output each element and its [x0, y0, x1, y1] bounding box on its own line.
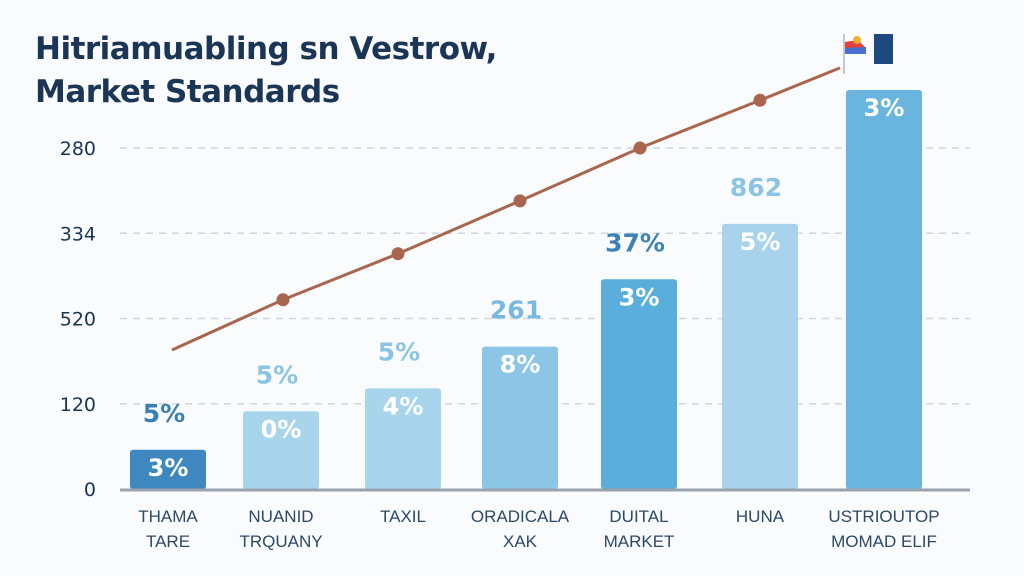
trend-line-point: [276, 293, 290, 307]
bar-inside-label: 4%: [383, 392, 424, 420]
bar-above-label: 5%: [378, 337, 420, 366]
bar: [243, 411, 319, 489]
x-category-label: TARE: [146, 532, 190, 551]
trend-line-point: [753, 93, 767, 107]
trend-line-point: [391, 247, 405, 261]
bar-above-label: 862: [730, 173, 782, 202]
bar-above-label: 37%: [605, 228, 665, 257]
x-category-label: THAMA: [138, 507, 198, 526]
bar: [365, 388, 441, 489]
x-category-label: DUITAL: [609, 507, 668, 526]
bar: [846, 90, 922, 489]
y-tick-label: 0: [84, 479, 96, 501]
y-tick-label: 334: [60, 223, 96, 245]
bar: [130, 449, 206, 489]
bar-inside-label: 8%: [500, 351, 541, 379]
y-tick-label: 520: [60, 309, 96, 331]
x-category-label: MARKET: [604, 532, 675, 551]
chart-title-line-1: Hitriamuabling sn Vestrow,: [35, 31, 497, 67]
trend-line-point: [513, 194, 527, 208]
bar-inside-label: 3%: [864, 94, 905, 122]
x-category-label: TAXIL: [380, 507, 426, 526]
flag-icon: [843, 34, 893, 74]
x-category-label: NUANID: [248, 507, 313, 526]
chart-title: Hitriamuabling sn Vestrow, Market Standa…: [35, 28, 497, 114]
bar: [601, 279, 677, 489]
x-category-label: MOMAD ELIF: [831, 532, 937, 551]
x-category-label: XAK: [503, 532, 538, 551]
y-tick-label: 120: [60, 394, 96, 416]
x-category-label: TRQUANY: [239, 532, 322, 551]
bar: [722, 223, 798, 489]
bar-inside-label: 5%: [740, 228, 781, 256]
bar-inside-label: 3%: [148, 454, 189, 482]
x-category-label: HUNA: [736, 507, 785, 526]
bar-inside-label: 3%: [619, 283, 660, 311]
bar-above-label: 261: [490, 296, 542, 325]
bar: [482, 346, 558, 489]
x-category-label: USTRIOUTOP: [828, 507, 939, 526]
x-category-label: ORADICALA: [471, 507, 570, 526]
bar-inside-label: 0%: [261, 415, 302, 443]
y-tick-label: 280: [60, 138, 96, 160]
chart-title-line-2: Market Standards: [35, 74, 340, 110]
bar-above-label: 5%: [256, 360, 298, 389]
trend-line-point: [633, 141, 647, 155]
bar-above-label: 5%: [143, 399, 185, 428]
